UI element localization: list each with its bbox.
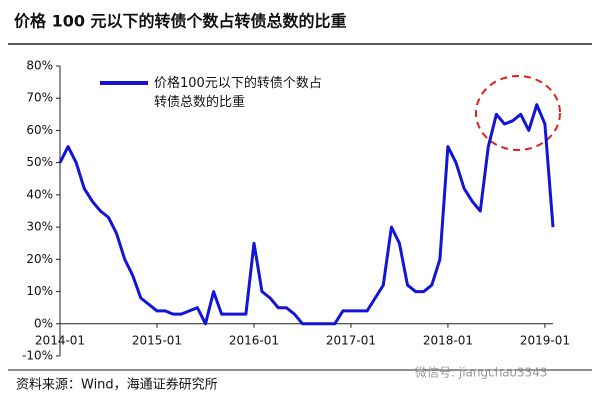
series-line (58, 103, 555, 326)
y-tick-label: 80% (26, 59, 53, 73)
chart-title: 价格 100 元以下的转债个数占转债总数的比重 (14, 12, 347, 31)
watermark: 微信号: jiangchao3343 (415, 366, 548, 380)
x-tick-label: 2018-01 (423, 333, 473, 347)
source: 资料来源：Wind，海通证券研究所 (16, 377, 218, 393)
legend-swatch (100, 81, 148, 85)
y-tick-label: 60% (26, 123, 53, 137)
x-tick-label: 2014-01 (35, 333, 85, 347)
y-tick-label: 0% (34, 316, 53, 330)
x-tick-label: 2016-01 (229, 333, 279, 347)
y-tick-label: 70% (26, 91, 53, 105)
y-tick-label: 50% (26, 155, 53, 169)
y-tick-label: 10% (26, 284, 53, 298)
y-tick-label: 30% (26, 220, 53, 234)
highlight-ellipse (475, 75, 561, 151)
legend-label: 价格100元以下的转债个数占转债总数的比重 (154, 76, 322, 110)
y-tick-label: 40% (26, 187, 53, 201)
y-tick-label: 20% (26, 252, 53, 266)
y-tick-label: -10% (22, 349, 53, 363)
x-tick-label: 2019-01 (520, 333, 570, 347)
x-tick-label: 2017-01 (326, 333, 376, 347)
x-tick-label: 2015-01 (132, 333, 182, 347)
legend: 价格100元以下的转债个数占转债总数的比重 (100, 74, 334, 112)
